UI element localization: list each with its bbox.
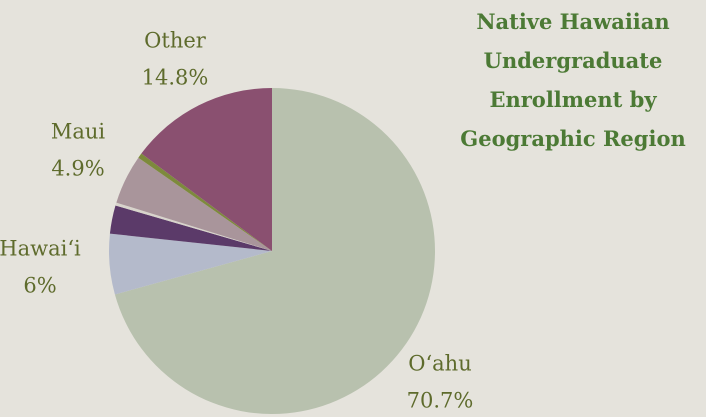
slice-label: Other xyxy=(144,29,207,53)
slice-label: Maui xyxy=(51,120,106,144)
chart-title: Native Hawaiian Undergraduate Enrollment… xyxy=(460,9,686,151)
slice-label: O‘ahu xyxy=(408,352,471,376)
slice-label: Hawai‘i xyxy=(0,237,81,261)
pie-slice xyxy=(114,88,436,414)
slice-value-label: 70.7% xyxy=(407,389,474,413)
pie-slice xyxy=(115,202,272,251)
pie-slice xyxy=(138,153,272,251)
pie-slice xyxy=(141,88,272,251)
pie-slice xyxy=(109,205,272,251)
pie-slice xyxy=(116,157,272,251)
slice-value-label: 4.9% xyxy=(51,157,104,181)
slice-value-label: 14.8% xyxy=(142,66,209,90)
pie-slice xyxy=(109,233,272,295)
slice-value-label: 6% xyxy=(23,274,56,298)
